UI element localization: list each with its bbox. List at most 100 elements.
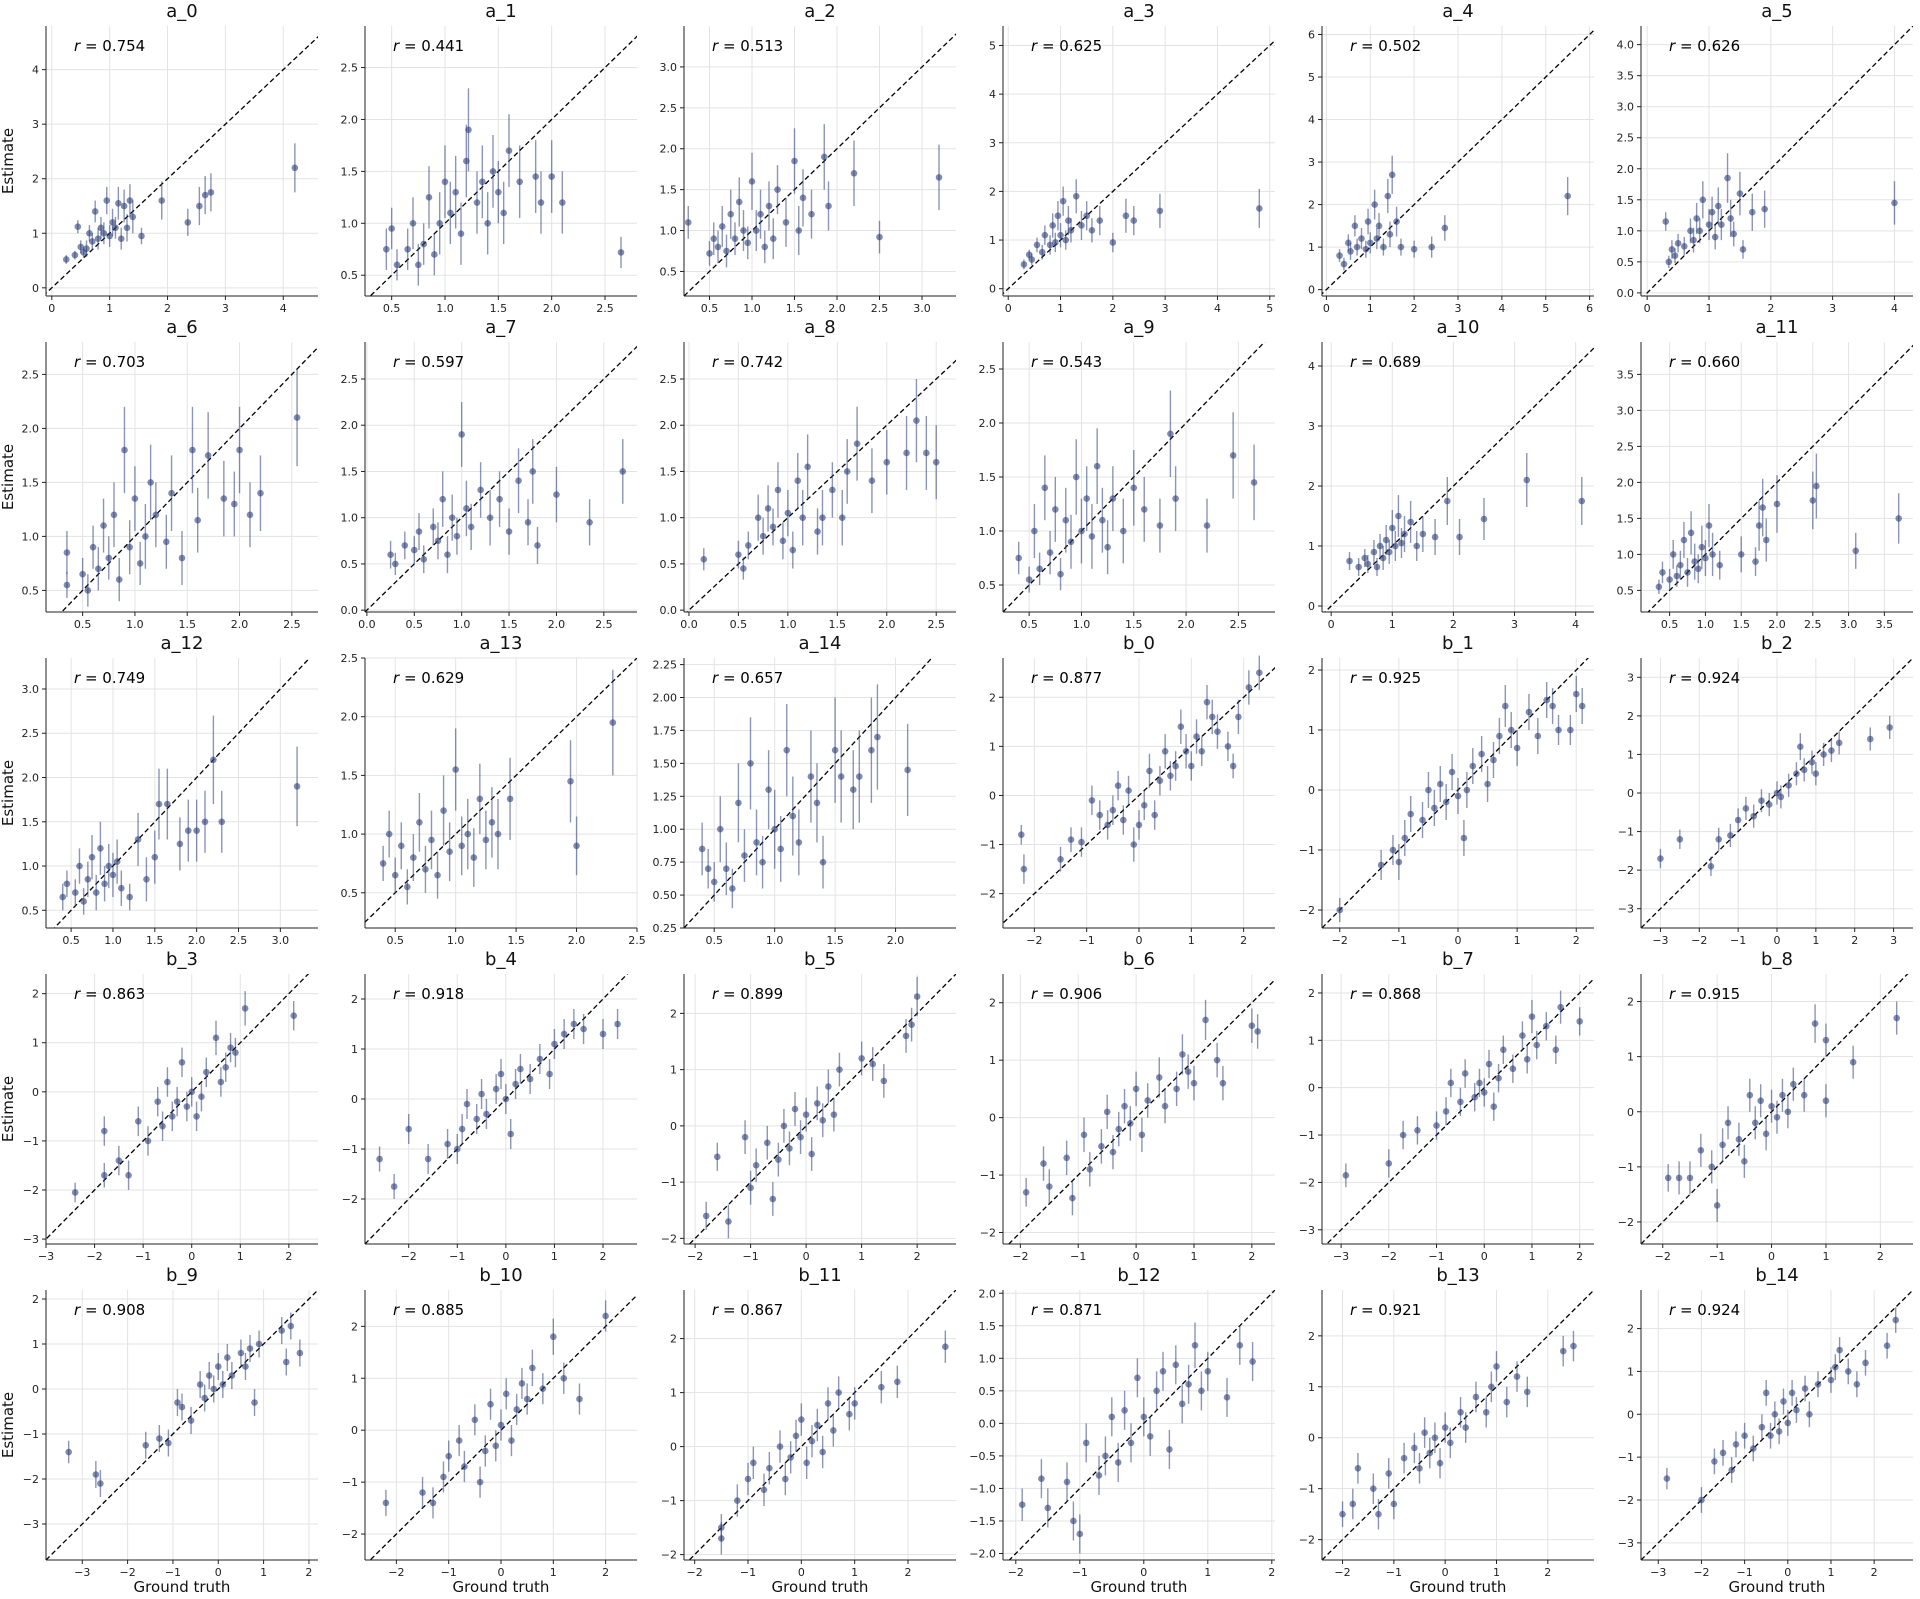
x-tick-label: 2 bbox=[1450, 618, 1457, 631]
data-point bbox=[1707, 856, 1715, 876]
data-point bbox=[410, 834, 417, 882]
x-tick-label: 0 bbox=[215, 1566, 222, 1579]
correlation-label: r = 0.877 bbox=[1031, 669, 1102, 687]
data-point bbox=[121, 406, 128, 494]
data-point bbox=[789, 531, 797, 569]
y-tick-label: 1.0 bbox=[341, 512, 359, 525]
scatter-plot: 0.5 1.0 1.5 2.0 2.5 0.5 1.0 1.5 2.0 2.5 r = 0.543 bbox=[979, 342, 1275, 631]
x-tick-label: 6 bbox=[1586, 302, 1593, 315]
panel-title: a_0 bbox=[166, 1, 198, 22]
data-point bbox=[1676, 829, 1684, 849]
data-point bbox=[1130, 827, 1138, 862]
data-point bbox=[1509, 1054, 1517, 1083]
data-point bbox=[420, 223, 427, 265]
x-tick-label: 2 bbox=[1877, 1250, 1884, 1263]
data-point bbox=[222, 1052, 230, 1082]
data-point bbox=[287, 1312, 295, 1340]
data-point bbox=[1380, 238, 1387, 256]
data-point bbox=[748, 152, 756, 211]
y-tick-label: 0 bbox=[670, 1120, 677, 1133]
y-tick-label: 2 bbox=[1627, 1323, 1634, 1336]
y-tick-label: 1.5 bbox=[660, 465, 678, 478]
data-point bbox=[843, 439, 851, 504]
data-point bbox=[786, 1131, 793, 1166]
data-point bbox=[251, 1389, 258, 1416]
x-tick-label: 2.0 bbox=[1177, 618, 1195, 631]
data-point bbox=[741, 1120, 749, 1154]
data-point bbox=[1204, 1351, 1212, 1391]
data-point bbox=[100, 1116, 108, 1146]
panel-b-2: b_2 −3 −2 −1 0 1 2 3 −3 −2 −1 0 1 2 3 r = 0.924 bbox=[1618, 633, 1913, 947]
x-tick-label: 0 bbox=[1133, 1250, 1140, 1263]
data-point bbox=[473, 171, 481, 234]
data-point bbox=[1808, 750, 1816, 774]
x-tick-label: 1.5 bbox=[507, 934, 524, 947]
data-point bbox=[1462, 1412, 1469, 1443]
y-tick-label: −2 bbox=[23, 1473, 39, 1486]
data-point bbox=[500, 181, 507, 245]
data-point bbox=[163, 514, 170, 569]
data-point bbox=[71, 879, 79, 906]
correlation-label: r = 0.597 bbox=[393, 353, 464, 371]
correlation-label: r = 0.885 bbox=[393, 1301, 464, 1319]
data-point bbox=[735, 177, 743, 227]
y-tick-label: 1 bbox=[989, 234, 996, 247]
data-point bbox=[453, 517, 461, 555]
data-point bbox=[614, 1009, 621, 1039]
data-point bbox=[434, 522, 442, 560]
data-point bbox=[1401, 516, 1408, 552]
data-point bbox=[794, 452, 802, 509]
data-point bbox=[1711, 224, 1719, 250]
data-point bbox=[428, 810, 435, 870]
correlation-label: r = 0.629 bbox=[393, 669, 464, 687]
data-point bbox=[819, 489, 826, 546]
data-point bbox=[1767, 1422, 1774, 1449]
data-point bbox=[109, 208, 116, 236]
data-point bbox=[1395, 495, 1402, 537]
x-tick-label: −1 bbox=[1079, 934, 1095, 947]
x-tick-label: −2 bbox=[687, 1566, 703, 1579]
data-point bbox=[553, 466, 560, 523]
data-point bbox=[207, 173, 215, 212]
x-tick-label: −1 bbox=[1737, 1566, 1753, 1579]
data-point bbox=[1771, 1401, 1779, 1428]
data-point bbox=[1739, 240, 1747, 259]
scatter-plot: −3 −2 −1 0 1 2 −3 −2 −1 0 1 2 r = 0.863 bbox=[23, 974, 318, 1263]
x-tick-label: 0 bbox=[1481, 1250, 1488, 1263]
panel-title: b_2 bbox=[1761, 633, 1793, 654]
x-tick-label: 2.0 bbox=[1768, 618, 1786, 631]
data-point bbox=[1083, 201, 1090, 231]
data-point bbox=[1693, 202, 1700, 234]
correlation-label: r = 0.657 bbox=[712, 669, 783, 687]
y-tick-label: 0 bbox=[1308, 284, 1315, 297]
data-point bbox=[752, 210, 760, 251]
y-tick-label: 0.0 bbox=[979, 1417, 997, 1430]
scatter-plot: 0 1 2 3 4 0.0 0.5 1.0 1.5 2.0 2.5 3.0 3.5 4.0 r = 0.62… bbox=[1617, 26, 1913, 315]
data-point bbox=[550, 1318, 557, 1355]
data-point bbox=[1109, 795, 1117, 825]
x-tick-label: 2 bbox=[1851, 934, 1858, 947]
data-point bbox=[1153, 1371, 1160, 1411]
data-point bbox=[293, 746, 301, 827]
x-tick-label: −1 bbox=[1386, 1566, 1402, 1579]
data-point bbox=[855, 730, 863, 823]
data-point bbox=[1727, 199, 1734, 238]
data-point bbox=[1758, 789, 1765, 813]
x-tick-label: −1 bbox=[1428, 1250, 1444, 1263]
x-tick-label: 1 bbox=[1367, 302, 1374, 315]
data-point bbox=[524, 499, 532, 546]
data-point bbox=[836, 1052, 843, 1087]
data-point bbox=[1862, 1350, 1869, 1376]
data-point bbox=[1203, 498, 1211, 553]
data-point bbox=[791, 128, 798, 194]
data-point bbox=[1441, 215, 1449, 241]
x-tick-label: 0 bbox=[1005, 302, 1012, 315]
data-point bbox=[1690, 227, 1697, 253]
data-point bbox=[1699, 181, 1707, 219]
data-point bbox=[1349, 1488, 1357, 1520]
x-tick-label: −3 bbox=[1333, 1250, 1349, 1263]
data-point bbox=[1886, 715, 1893, 739]
data-point bbox=[242, 1353, 249, 1380]
data-point bbox=[1456, 519, 1463, 555]
correlation-label: r = 0.924 bbox=[1669, 1301, 1740, 1319]
